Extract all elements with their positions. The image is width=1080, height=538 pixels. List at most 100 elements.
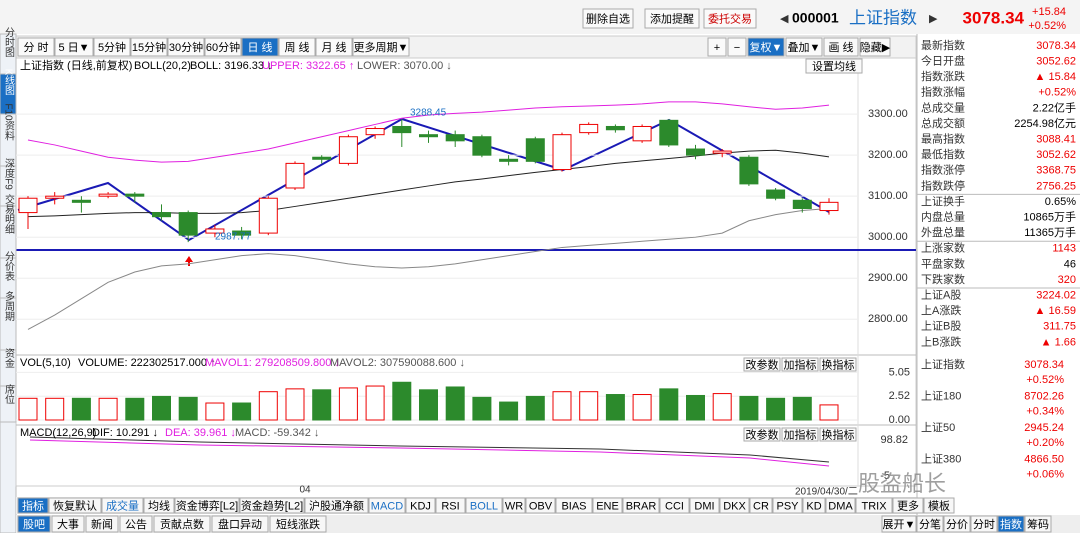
tool-button-bg[interactable] (859, 37, 891, 57)
indicator-tab[interactable]: 均线 (148, 498, 170, 512)
tool-button-bg[interactable] (823, 37, 859, 57)
period-tab[interactable]: 周 线 (284, 40, 309, 54)
indicator-tab-bg[interactable] (525, 497, 556, 514)
panel-button[interactable]: 换指标 (822, 357, 855, 371)
panel-tab[interactable]: 展开▼ (883, 518, 916, 531)
indicator-tab[interactable]: DMA (828, 500, 853, 512)
panel-tab-bg[interactable] (997, 515, 1025, 533)
period-tab[interactable]: 15分钟 (132, 40, 166, 54)
top-button-bg[interactable] (582, 8, 634, 29)
indicator-tab[interactable]: WR (505, 500, 523, 512)
ma-button[interactable]: 设置均线 (812, 59, 856, 73)
panel-button[interactable]: 改参数 (746, 357, 779, 371)
panel-button-bg[interactable] (781, 427, 819, 442)
indicator-tab[interactable]: MACD (371, 500, 403, 512)
bottom-tab[interactable]: 大事 (57, 517, 79, 531)
indicator-tab[interactable]: TRIX (861, 500, 887, 512)
indicator-tab[interactable]: RSI (441, 500, 459, 512)
panel-tab[interactable]: 分时 (973, 518, 995, 531)
indicator-tab[interactable]: BIAS (561, 500, 586, 512)
panel-tab[interactable]: 指数 (1000, 517, 1022, 531)
bottom-tab-bg[interactable] (17, 515, 51, 533)
indicator-tab[interactable]: 成交量 (106, 498, 139, 512)
side-tab-label[interactable]: 分时图 (3, 27, 15, 58)
bottom-tab[interactable]: 短线涨跌 (276, 517, 320, 531)
indicator-tab-bg[interactable] (825, 497, 856, 514)
period-tab[interactable]: 日 线 (247, 40, 272, 54)
panel-button-bg[interactable] (781, 357, 819, 372)
side-tab-label[interactable]: 交易明细 (3, 193, 15, 234)
indicator-tab[interactable]: 指标 (22, 498, 44, 512)
indicator-tab[interactable]: DMI (694, 500, 714, 512)
indicator-tab[interactable]: DKX (723, 500, 746, 512)
indicator-tab-bg[interactable] (48, 497, 102, 514)
ma-button-bg[interactable] (805, 58, 863, 74)
period-tab-bg[interactable] (54, 37, 94, 57)
bottom-tab[interactable]: 公告 (125, 518, 147, 531)
tool-button[interactable]: 隐藏▶ (860, 41, 891, 54)
top-button-bg[interactable] (703, 8, 757, 29)
indicator-tab[interactable]: 更多 (897, 498, 919, 512)
indicator-tab[interactable]: CR (753, 500, 769, 512)
period-tab-bg[interactable] (93, 37, 131, 57)
indicator-tab[interactable]: KD (806, 500, 821, 512)
indicator-tab-bg[interactable] (892, 497, 924, 514)
panel-tab-bg[interactable] (943, 515, 971, 533)
indicator-tab-bg[interactable] (174, 497, 240, 514)
panel-button[interactable]: 换指标 (822, 427, 855, 441)
indicator-tab-bg[interactable] (405, 497, 436, 514)
panel-button-bg[interactable] (743, 357, 781, 372)
top-button-bg[interactable] (644, 8, 700, 29)
panel-tab[interactable]: 分笔 (919, 517, 941, 531)
indicator-tab-bg[interactable] (304, 497, 369, 514)
indicator-tab-bg[interactable] (435, 497, 466, 514)
indicator-tab-bg[interactable] (143, 497, 175, 514)
panel-button-bg[interactable] (819, 357, 857, 372)
indicator-tab-bg[interactable] (555, 497, 593, 514)
bottom-tab[interactable]: 盘口异动 (218, 517, 262, 531)
side-tab-label[interactable]: F10资料 (3, 103, 15, 141)
top-button[interactable]: 委托交易 (708, 11, 752, 25)
indicator-tab-bg[interactable] (17, 497, 49, 514)
side-tab[interactable] (0, 385, 17, 423)
indicator-tab-bg[interactable] (855, 497, 893, 514)
tool-button[interactable]: 叠加▼ (788, 41, 821, 54)
bottom-tab-bg[interactable] (269, 515, 327, 533)
indicator-tab-bg[interactable] (659, 497, 690, 514)
period-tab[interactable]: 30分钟 (169, 40, 203, 54)
indicator-tab-bg[interactable] (923, 497, 955, 514)
side-tab-label[interactable]: 资金 (3, 348, 15, 368)
bottom-tab[interactable]: 股吧 (23, 518, 45, 531)
period-tab[interactable]: 5分钟 (98, 40, 126, 54)
side-tab-label[interactable]: K线图 (3, 69, 15, 96)
panel-button-bg[interactable] (819, 427, 857, 442)
tool-button-bg[interactable] (727, 37, 747, 57)
period-tab-bg[interactable] (278, 37, 316, 57)
period-tab-bg[interactable] (204, 37, 242, 57)
tool-button-bg[interactable] (747, 37, 785, 57)
indicator-tab[interactable]: 沪股通净额 (309, 498, 364, 512)
side-tab-label[interactable]: 分价表 (3, 251, 15, 282)
indicator-tab-bg[interactable] (689, 497, 720, 514)
period-tab-bg[interactable] (130, 37, 168, 57)
bottom-tab-bg[interactable] (85, 515, 119, 533)
indicator-tab-bg[interactable] (368, 497, 406, 514)
period-tab[interactable]: 更多周期▼ (354, 40, 409, 54)
indicator-tab-bg[interactable] (719, 497, 750, 514)
indicator-tab[interactable]: 资金博弈[L2] (176, 498, 238, 512)
top-button[interactable]: 删除自选 (586, 11, 630, 25)
tool-button-bg[interactable] (785, 37, 823, 57)
indicator-tab-bg[interactable] (802, 497, 826, 514)
period-tab-bg[interactable] (17, 37, 55, 57)
indicator-tab-bg[interactable] (502, 497, 526, 514)
period-tab-bg[interactable] (352, 37, 410, 57)
indicator-tab[interactable]: 模板 (928, 498, 950, 512)
panel-tab-bg[interactable] (1024, 515, 1052, 533)
indicator-tab-bg[interactable] (622, 497, 660, 514)
indicator-tab[interactable]: CCI (665, 500, 684, 512)
side-tab-label[interactable]: 深度F9 (3, 158, 15, 190)
period-tab-bg[interactable] (241, 37, 279, 57)
indicator-tab[interactable]: KDJ (410, 500, 431, 512)
panel-button[interactable]: 加指标 (784, 427, 817, 441)
indicator-tab-bg[interactable] (592, 497, 623, 514)
